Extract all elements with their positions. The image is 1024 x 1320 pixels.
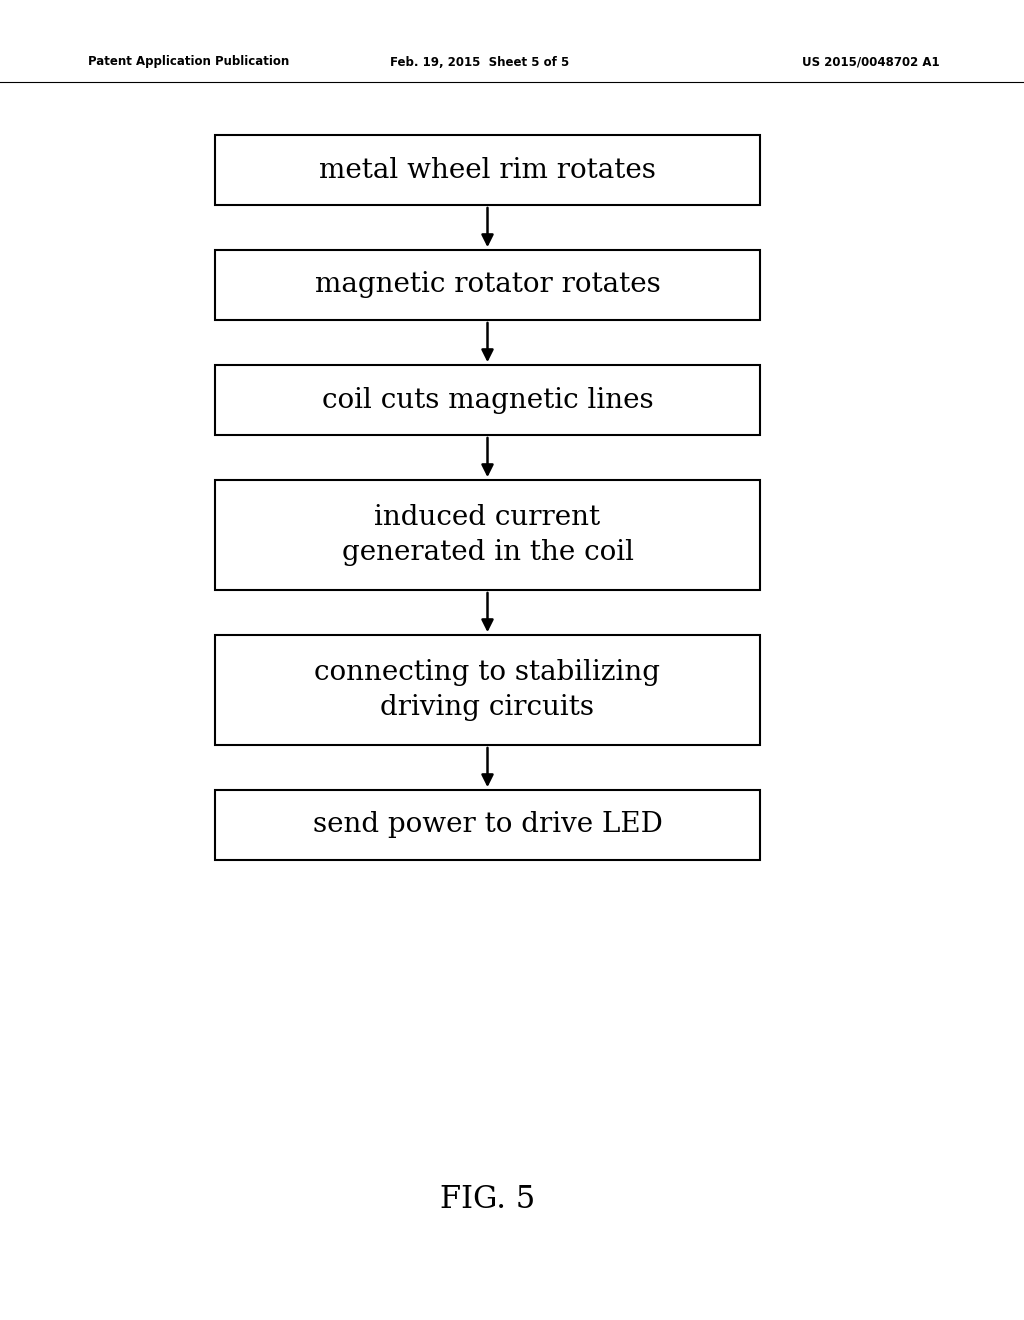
- Bar: [215, 249, 760, 319]
- Text: send power to drive LED: send power to drive LED: [312, 812, 663, 838]
- Text: metal wheel rim rotates: metal wheel rim rotates: [319, 157, 656, 183]
- Bar: [215, 789, 760, 861]
- Text: FIG. 5: FIG. 5: [440, 1184, 536, 1216]
- Text: Feb. 19, 2015  Sheet 5 of 5: Feb. 19, 2015 Sheet 5 of 5: [390, 55, 569, 69]
- Bar: [215, 635, 760, 744]
- Text: magnetic rotator rotates: magnetic rotator rotates: [314, 272, 660, 298]
- Text: induced current
generated in the coil: induced current generated in the coil: [341, 504, 634, 566]
- Bar: [215, 366, 760, 436]
- Text: Patent Application Publication: Patent Application Publication: [88, 55, 289, 69]
- Bar: [215, 135, 760, 205]
- Text: US 2015/0048702 A1: US 2015/0048702 A1: [803, 55, 940, 69]
- Text: coil cuts magnetic lines: coil cuts magnetic lines: [322, 387, 653, 413]
- Text: connecting to stabilizing
driving circuits: connecting to stabilizing driving circui…: [314, 659, 660, 721]
- Bar: [215, 480, 760, 590]
